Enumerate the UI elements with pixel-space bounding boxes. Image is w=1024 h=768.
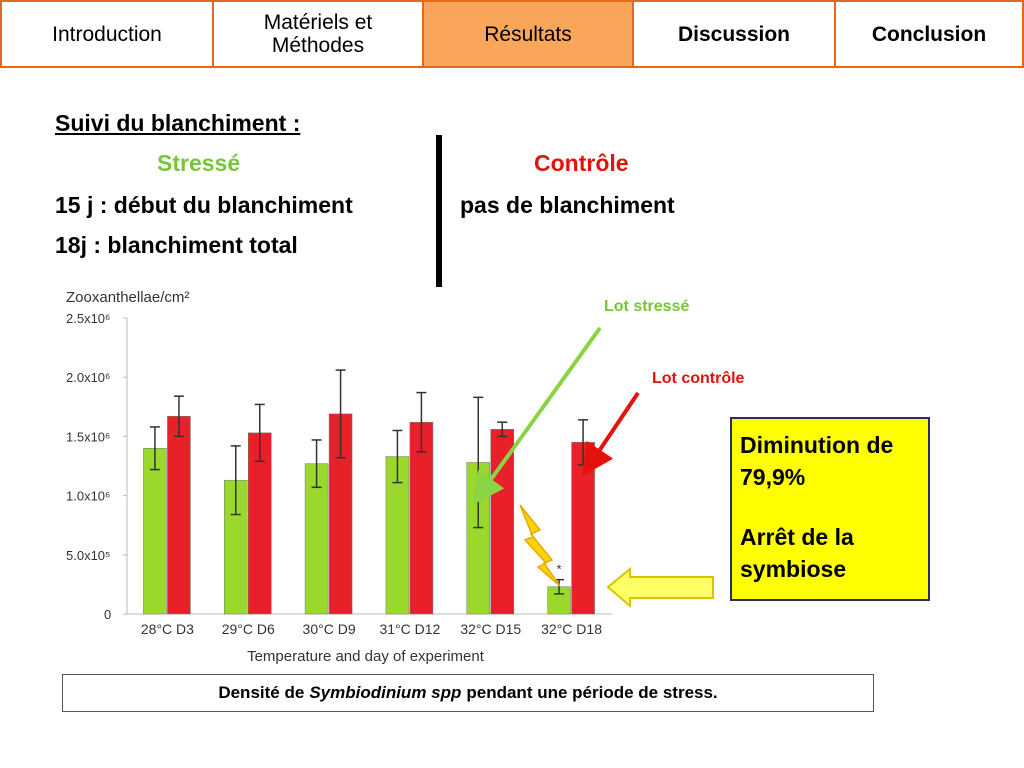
tab-resultats[interactable]: Résultats (422, 0, 634, 68)
bar-stressed (143, 447, 167, 615)
x-tick-label: 32°C D15 (460, 621, 521, 637)
y-tick-label: 2.0x10⁶ (66, 370, 110, 385)
caption-species: Symbiodinium spp (309, 683, 462, 702)
x-tick-label: 28°C D3 (141, 621, 194, 637)
caption-prefix: Densité de (218, 683, 305, 702)
x-tick-label: 29°C D6 (222, 621, 275, 637)
lot-controle-label: Lot contrôle (652, 370, 745, 387)
lightning-bolt-icon (519, 504, 561, 587)
x-tick-label: 32°C D18 (541, 621, 602, 637)
y-axis-label: Zooxanthellae/cm² (66, 289, 189, 306)
control-arrow (582, 391, 640, 477)
figure-caption: Densité de Symbiodinium spp pendant une … (62, 674, 874, 712)
pointer-arrow-icon (606, 566, 714, 609)
y-tick-label: 1.5x10⁶ (66, 429, 110, 444)
bar-control (571, 442, 595, 615)
bar-control (490, 429, 514, 615)
result-callout: Diminution de 79,9% Arrêt de la symbiose (730, 417, 930, 601)
tab-materiels-methodes[interactable]: Matériels et Méthodes (212, 0, 424, 68)
section-title: Suivi du blanchiment : (55, 110, 301, 136)
x-tick-label: 31°C D12 (379, 621, 440, 637)
y-tick-label: 2.5x10⁶ (66, 311, 110, 326)
stressed-heading: Stressé (157, 150, 241, 176)
y-tick-label: 0 (104, 607, 111, 622)
tab-introduction[interactable]: Introduction (0, 0, 214, 68)
control-line: pas de blanchiment (460, 192, 675, 218)
stressed-arrow (472, 326, 602, 505)
tab-discussion[interactable]: Discussion (632, 0, 836, 68)
callout-decrease: Diminution de 79,9% (740, 432, 894, 490)
callout-symbiosis: Arrêt de la symbiose (740, 524, 854, 582)
x-tick-label: 30°C D9 (303, 621, 356, 637)
y-tick-label: 5.0x10⁵ (66, 548, 110, 563)
stressed-line-day15: 15 j : début du blanchiment (55, 192, 353, 218)
control-heading: Contrôle (534, 150, 629, 176)
y-tick-label: 1.0x10⁶ (66, 489, 110, 504)
section-nav: Introduction Matériels et Méthodes Résul… (0, 0, 1024, 70)
lot-stresse-label: Lot stressé (604, 298, 690, 315)
bar-control (167, 416, 191, 615)
x-axis-label: Temperature and day of experiment (247, 648, 485, 665)
tab-conclusion[interactable]: Conclusion (834, 0, 1024, 68)
column-divider (436, 135, 442, 287)
stressed-line-day18: 18j : blanchiment total (55, 232, 298, 258)
significance-marker: * (557, 562, 562, 577)
caption-suffix: pendant une période de stress. (466, 683, 718, 702)
